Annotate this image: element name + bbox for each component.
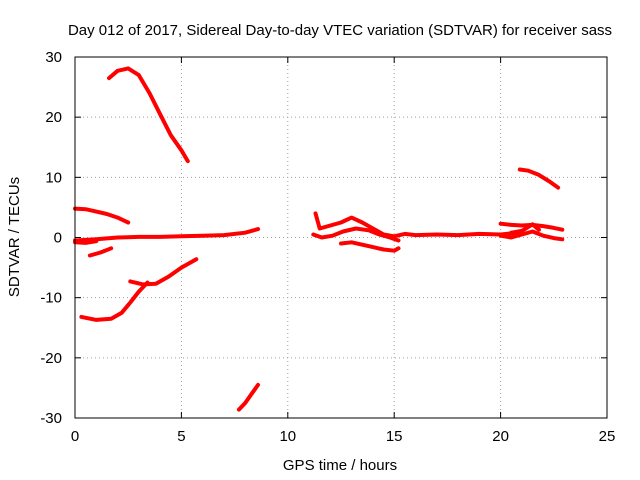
series-arc-6: [79, 280, 150, 322]
x-tick-label: 5: [177, 428, 185, 445]
series-arc-3: [73, 227, 260, 243]
x-tick-label: 25: [599, 428, 616, 445]
y-tick-label: -10: [40, 290, 62, 307]
y-tick-label: 0: [54, 230, 62, 247]
series-layer: [73, 66, 565, 412]
tick-layer: 0 5 10 15 20 25 -30 -20 -10 0 10 20 30: [40, 49, 615, 445]
series-arc-1: [107, 66, 190, 164]
x-tick-label: 0: [71, 428, 79, 445]
chart-title: Day 012 of 2017, Sidereal Day-to-day VTE…: [68, 22, 612, 39]
series-arc-14: [509, 222, 541, 235]
x-axis-label: GPS time / hours: [283, 457, 397, 474]
y-tick-label: -20: [40, 350, 62, 367]
y-tick-label: 20: [45, 109, 62, 126]
y-tick-label: 10: [45, 169, 62, 186]
y-tick-label: 30: [45, 49, 62, 66]
series-arc-5: [87, 246, 114, 258]
series-arc-11: [339, 240, 401, 253]
series-arc-15: [517, 167, 561, 190]
x-tick-label: 15: [386, 428, 403, 445]
series-arc-13: [498, 229, 565, 242]
series-arc-10: [311, 226, 401, 243]
series-arc-7: [128, 257, 199, 287]
x-tick-label: 20: [492, 428, 509, 445]
y-axis-label: SDTVAR / TECUs: [6, 177, 23, 297]
series-arc-4: [73, 239, 99, 245]
x-tick-label: 10: [279, 428, 296, 445]
y-tick-label: -30: [40, 410, 62, 427]
series-arc-2: [73, 206, 131, 225]
series-arc-8: [236, 382, 260, 412]
